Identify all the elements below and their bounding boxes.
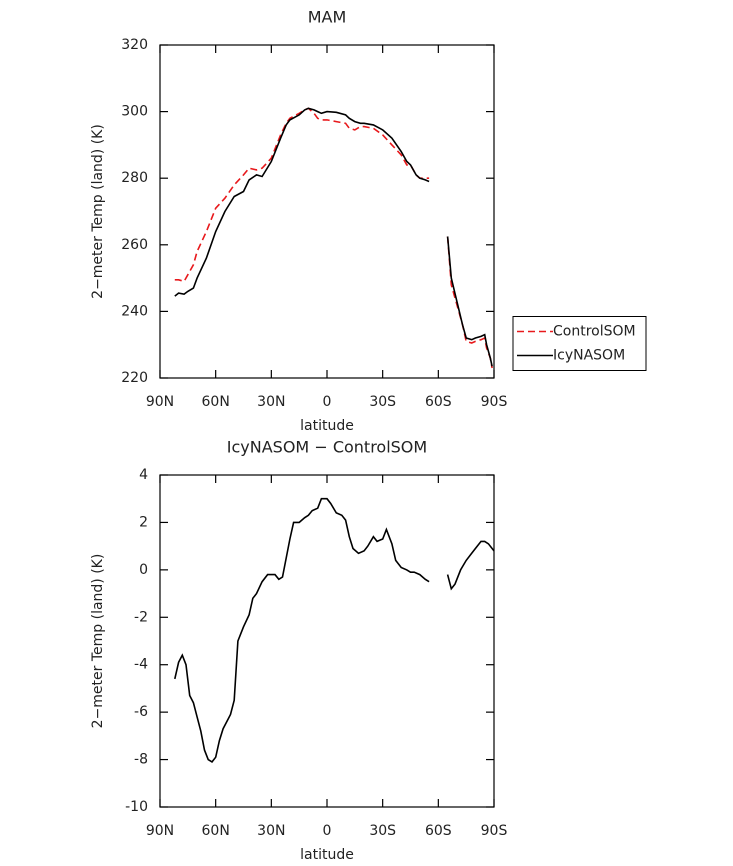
legend-label: ControlSOM xyxy=(553,324,636,340)
y-tick-label: 240 xyxy=(121,303,148,319)
y-tick-label: -4 xyxy=(134,657,148,673)
x-axis-label: latitude xyxy=(300,418,354,434)
plot-frame xyxy=(159,474,495,808)
data-line xyxy=(174,107,493,367)
chart-title: MAM xyxy=(308,8,347,27)
x-tick-label: 90S xyxy=(481,823,508,839)
x-tick-label: 30N xyxy=(257,823,285,839)
y-tick-label: -2 xyxy=(134,609,148,625)
data-line xyxy=(174,107,493,369)
y-tick-label: 0 xyxy=(139,562,148,578)
x-tick-label: 60S xyxy=(425,394,452,410)
x-tick-label: 90N xyxy=(146,394,174,410)
y-axis-label: 2−meter Temp (land) (K) xyxy=(90,554,106,729)
legend-label: IcyNASOM xyxy=(553,348,625,364)
y-tick-label: 300 xyxy=(121,104,148,120)
x-axis-label: latitude xyxy=(300,847,354,863)
y-tick-label: 2 xyxy=(139,514,148,530)
legend-box xyxy=(512,316,647,371)
y-tick-label: 280 xyxy=(121,170,148,186)
x-tick-label: 30N xyxy=(257,394,285,410)
data-line xyxy=(174,497,495,763)
y-tick-label: 4 xyxy=(139,467,148,483)
y-axis-label: 2−meter Temp (land) (K) xyxy=(90,124,106,299)
x-tick-label: 60N xyxy=(202,823,230,839)
y-tick-label: 320 xyxy=(121,37,148,53)
y-tick-label: 260 xyxy=(121,237,148,253)
chart-title: IcyNASOM − ControlSOM xyxy=(227,438,427,457)
plot-frame xyxy=(159,44,495,379)
x-tick-label: 60S xyxy=(425,823,452,839)
x-tick-label: 90S xyxy=(481,394,508,410)
x-tick-label: 0 xyxy=(323,394,332,410)
x-tick-label: 0 xyxy=(323,823,332,839)
x-tick-label: 90N xyxy=(146,823,174,839)
y-tick-label: -6 xyxy=(134,704,148,720)
x-tick-label: 60N xyxy=(202,394,230,410)
x-tick-label: 30S xyxy=(369,823,396,839)
y-tick-label: 220 xyxy=(121,370,148,386)
x-tick-label: 30S xyxy=(369,394,396,410)
y-tick-label: -8 xyxy=(134,752,148,768)
y-tick-label: -10 xyxy=(125,799,148,815)
